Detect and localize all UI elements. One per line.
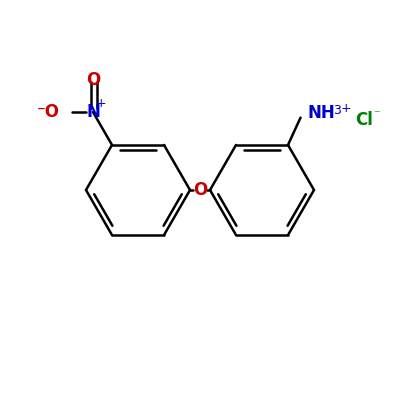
Text: O: O <box>86 71 100 89</box>
Text: O: O <box>193 181 207 199</box>
Text: NH: NH <box>308 104 335 122</box>
Text: 3: 3 <box>334 104 341 117</box>
Text: ⁻O: ⁻O <box>37 103 60 121</box>
Text: ⁻: ⁻ <box>374 108 380 121</box>
Text: +: + <box>96 96 106 110</box>
Text: N: N <box>86 103 100 121</box>
Text: Cl: Cl <box>356 111 373 129</box>
Text: +: + <box>340 102 351 115</box>
